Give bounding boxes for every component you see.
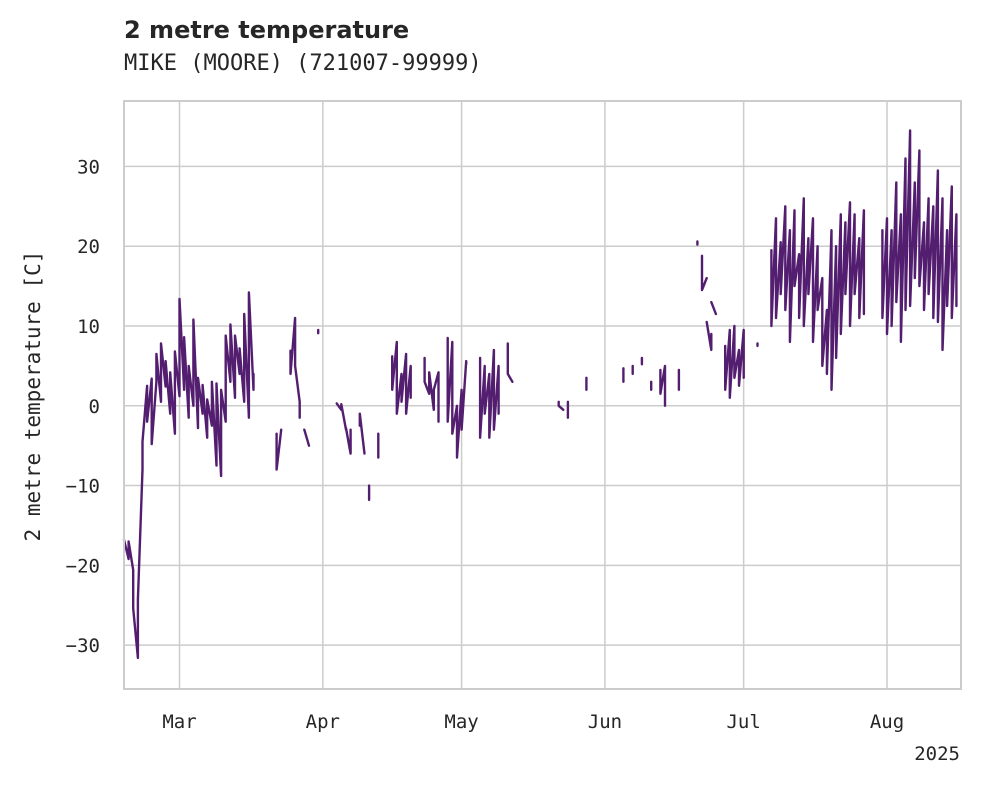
y-tick-label: −10 <box>66 476 100 498</box>
series-line-segment <box>122 291 255 660</box>
x-year-label: 2025 <box>914 743 960 765</box>
plot-frame <box>123 100 962 690</box>
series-line-segment <box>446 336 468 459</box>
series-line-segment <box>710 300 718 316</box>
series-line-segment <box>506 342 514 383</box>
x-tick-label: Jul <box>726 711 760 733</box>
y-tick-label: 20 <box>77 236 100 258</box>
series-line-segment <box>478 348 500 439</box>
x-tick-label: Jun <box>588 711 622 733</box>
y-tick-label: −20 <box>66 555 100 577</box>
chart-title: 2 metre temperature <box>124 16 410 44</box>
y-tick-label: 30 <box>77 156 100 178</box>
series-line-segment <box>881 129 958 352</box>
y-tick-label: 0 <box>89 396 100 418</box>
y-tick-label: −30 <box>66 635 100 657</box>
x-tick-label: Mar <box>162 711 196 733</box>
series-line-segment <box>423 356 440 423</box>
y-axis-label: 2 metre temperature [C] <box>21 251 45 542</box>
y-tick-label: 10 <box>77 316 100 338</box>
x-tick-labels: Mar Apr May Jun Jul Aug <box>162 711 904 733</box>
series-line-segment <box>289 316 301 419</box>
series-line-segment <box>724 324 745 399</box>
x-tick-label: Apr <box>306 711 340 733</box>
series-line-segment <box>275 428 283 471</box>
data-series <box>122 129 958 660</box>
x-tick-label: May <box>444 711 478 733</box>
series-line-segment <box>770 197 866 391</box>
series-line-segment <box>700 254 708 292</box>
series-line-segment <box>391 340 412 415</box>
series-line-segment <box>557 400 565 411</box>
series-line-segment <box>335 402 352 455</box>
chart-subtitle: MIKE (MOORE) (721007-99999) <box>124 51 482 76</box>
series-line-segment <box>705 320 713 352</box>
x-tick-label: Aug <box>870 711 904 733</box>
series-line-segment <box>358 412 366 455</box>
series-line-segment <box>303 428 311 447</box>
y-tick-labels: −30 −20 −10 0 10 20 30 <box>66 156 100 657</box>
series-line-segment <box>659 364 667 407</box>
